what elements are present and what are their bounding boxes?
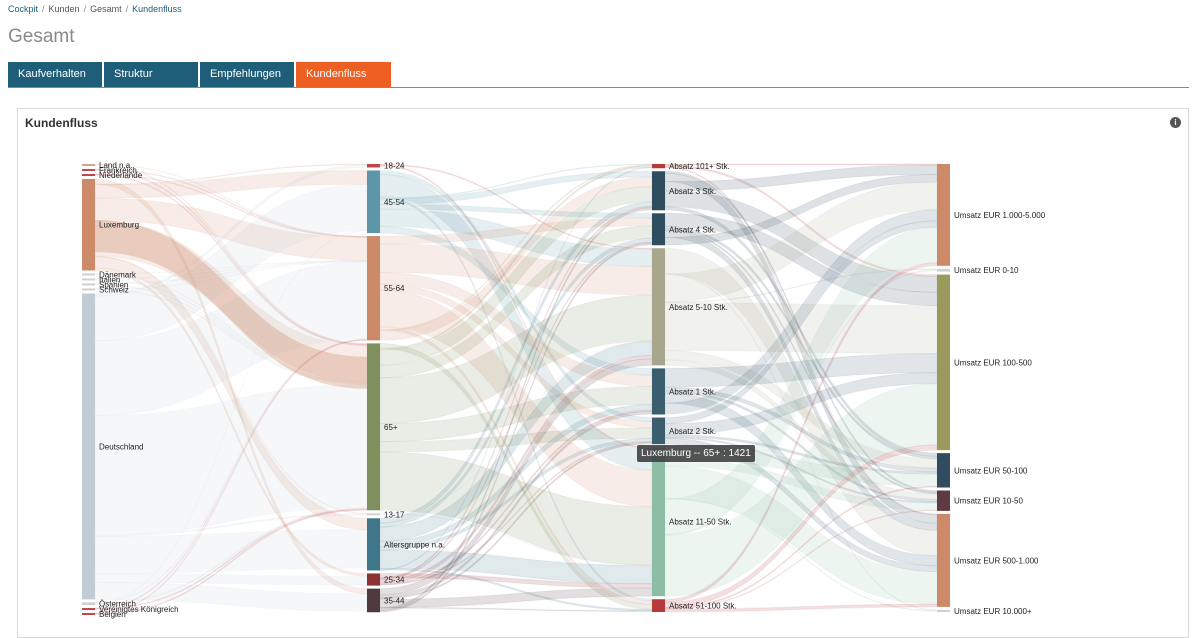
flow-link[interactable] [379,587,653,608]
node-umsatz-eur-10-50[interactable] [937,490,950,511]
tab-bar: Kaufverhalten Struktur Empfehlungen Kund… [8,62,1189,88]
node-label-umsatz-eur-1-000-5-000: Umsatz EUR 1.000-5.000 [954,211,1046,220]
node-label-absatz-2-stk: Absatz 2 Stk. [669,427,716,436]
flow-link[interactable] [94,255,368,515]
node-oesterreich[interactable] [82,602,95,606]
node-absatz-101plus-stk[interactable] [652,164,665,169]
node-label-umsatz-eur-10-50: Umsatz EUR 10-50 [954,497,1023,506]
flow-link[interactable] [94,529,368,575]
flow-link[interactable] [664,262,938,603]
node-luxemburg[interactable] [82,179,95,271]
tab-kaufverhalten[interactable]: Kaufverhalten [8,62,102,87]
flow-layer [94,163,938,615]
node-18-24[interactable] [367,164,380,168]
node-label-niederlande: Niederlande [99,171,143,180]
node-label-absatz-3-stk: Absatz 3 Stk. [669,187,716,196]
chart-panel: Kundenfluss i [17,108,1189,638]
node-label-daenemark: Dänemark [99,270,137,279]
node-label-umsatz-eur-100-500: Umsatz EUR 100-500 [954,358,1032,367]
node-umsatz-eur-0-10[interactable] [937,268,950,272]
node-spanien[interactable] [82,283,95,286]
node-label-schweiz: Schweiz [99,285,129,294]
node-umsatz-eur-50-100[interactable] [937,453,950,488]
breadcrumb-gesamt[interactable]: Gesamt [90,4,122,14]
node-45-54[interactable] [367,170,380,234]
node-label-absatz-5-10-stk: Absatz 5-10 Stk. [669,303,728,312]
node-absatz-5-10-stk[interactable] [652,248,665,366]
node-label-land-n-a: Land n.a. [99,161,132,170]
node-label-vereinigtes-koenigreich: Vereinigtes Königreich [99,605,179,614]
node-label-umsatz-eur-10-000plus: Umsatz EUR 10.000+ [954,607,1032,616]
node-label-oesterreich: Österreich [99,600,136,609]
breadcrumb-separator: / [125,4,129,14]
node-umsatz-eur-1-000-5-000[interactable] [937,164,950,266]
node-label-13-17: 13-17 [384,510,405,519]
node-label-frankreich: Frankreich [99,166,137,175]
node-absatz-4-stk[interactable] [652,213,665,246]
flow-link-highlight[interactable] [95,220,367,389]
node-label-deutschland: Deutschland [99,442,143,451]
breadcrumb: Cockpit / Kunden / Gesamt / Kundenfluss [8,4,182,14]
node-65plus[interactable] [367,343,380,511]
node-label-absatz-11-50-stk: Absatz 11-50 Stk. [669,518,732,527]
node-label-italien: Italien [99,275,120,284]
breadcrumb-cockpit[interactable]: Cockpit [8,4,39,14]
node-belgien[interactable] [82,613,95,616]
panel-title: Kundenfluss [25,116,98,130]
flow-link[interactable] [94,339,368,615]
node-land-n-a[interactable] [82,164,95,166]
tab-struktur[interactable]: Struktur [104,62,198,87]
node-label-absatz-101plus-stk: Absatz 101+ Stk. [669,162,730,171]
tab-kundenfluss[interactable]: Kundenfluss [296,62,391,87]
node-niederlande[interactable] [82,174,95,176]
chart-tooltip: Luxemburg -- 65+ : 1421 [637,445,755,462]
node-label-umsatz-eur-0-10: Umsatz EUR 0-10 [954,266,1019,275]
node-italien[interactable] [82,278,95,281]
node-25-34[interactable] [367,573,380,586]
node-label-luxemburg: Luxemburg [99,221,139,230]
node-55-64[interactable] [367,236,380,341]
node-label-25-34: 25-34 [384,576,405,585]
node-label-45-54: 45-54 [384,198,405,207]
node-label-absatz-1-stk: Absatz 1 Stk. [669,387,716,396]
node-35-44[interactable] [367,588,380,613]
breadcrumb-current: Kundenfluss [132,4,182,14]
node-frankreich[interactable] [82,169,95,171]
node-label-spanien: Spanien [99,280,128,289]
node-label-altersgruppe-n-a: Altersgruppe n.a. [384,540,445,549]
node-label-65plus: 65+ [384,423,398,432]
node-label-55-64: 55-64 [384,284,405,293]
node-vereinigtes-koenigreich[interactable] [82,608,95,611]
breadcrumb-separator: / [83,4,87,14]
node-label-absatz-51-100-stk: Absatz 51-100 Stk. [669,602,737,611]
node-deutschland[interactable] [82,293,95,600]
node-umsatz-eur-100-500[interactable] [937,274,950,451]
node-absatz-3-stk[interactable] [652,171,665,211]
node-label-belgien: Belgien [99,610,126,619]
node-label-absatz-4-stk: Absatz 4 Stk. [669,225,716,234]
node-13-17[interactable] [367,513,380,516]
node-label-18-24: 18-24 [384,162,405,171]
node-label-umsatz-eur-500-1-000: Umsatz EUR 500-1.000 [954,556,1039,565]
node-umsatz-eur-10-000plus[interactable] [937,609,950,612]
node-label-umsatz-eur-50-100: Umsatz EUR 50-100 [954,466,1028,475]
node-absatz-1-stk[interactable] [652,368,665,415]
info-icon[interactable]: i [1170,117,1181,128]
node-absatz-2-stk[interactable] [652,417,665,445]
node-altersgruppe-n-a[interactable] [367,518,380,571]
node-daenemark[interactable] [82,273,95,276]
node-absatz-51-100-stk[interactable] [652,599,665,612]
breadcrumb-kunden[interactable]: Kunden [48,4,80,14]
tab-empfehlungen[interactable]: Empfehlungen [200,62,294,87]
node-umsatz-eur-500-1-000[interactable] [937,513,950,607]
flow-link[interactable] [664,603,938,613]
flow-link[interactable] [379,358,653,596]
node-schweiz[interactable] [82,288,95,291]
node-absatz-11-50-stk[interactable] [652,447,665,597]
page-title: Gesamt [8,26,75,47]
breadcrumb-separator: / [42,4,45,14]
node-label-35-44: 35-44 [384,596,405,605]
